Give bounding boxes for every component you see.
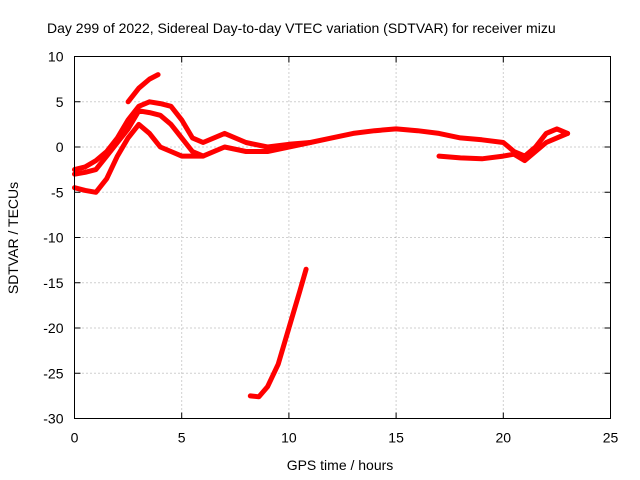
- x-tick-label: 5: [178, 430, 186, 446]
- x-tick-label: 10: [281, 430, 297, 446]
- x-tick-label: 25: [603, 430, 619, 446]
- x-tick-label: 20: [496, 430, 512, 446]
- y-tick-label: -10: [43, 230, 63, 246]
- grid-layer: [74, 56, 611, 419]
- series-line-track-5: [436, 130, 571, 164]
- series-line-track-2: [72, 108, 313, 177]
- x-axis-label: GPS time / hours: [287, 457, 394, 473]
- y-tick-label: -5: [51, 184, 64, 200]
- series-line-track-4: [125, 72, 161, 105]
- y-tick-label: 5: [56, 94, 64, 110]
- y-axis-label: SDTVAR / TECUs: [5, 182, 21, 294]
- series-line-track-1: [72, 99, 571, 173]
- series-layer: [72, 72, 571, 400]
- y-tick-label: -15: [43, 275, 63, 291]
- x-tick-label: 0: [71, 430, 79, 446]
- series-line-track-3: [72, 121, 206, 195]
- y-tick-label: 0: [56, 139, 64, 155]
- x-tick-label: 15: [388, 430, 404, 446]
- chart-title: Day 299 of 2022, Sidereal Day-to-day VTE…: [47, 20, 556, 36]
- y-tick-label: -20: [43, 320, 63, 336]
- y-tick-label: 10: [48, 49, 64, 65]
- y-tick-label: -25: [43, 365, 63, 381]
- y-tick-label: -30: [43, 411, 63, 427]
- series-line-track-6: [247, 266, 309, 400]
- tick-layer: 0 5 10 15 20 25 10 5 0 -5 -10 -15 -20 -25 -30: [43, 49, 618, 446]
